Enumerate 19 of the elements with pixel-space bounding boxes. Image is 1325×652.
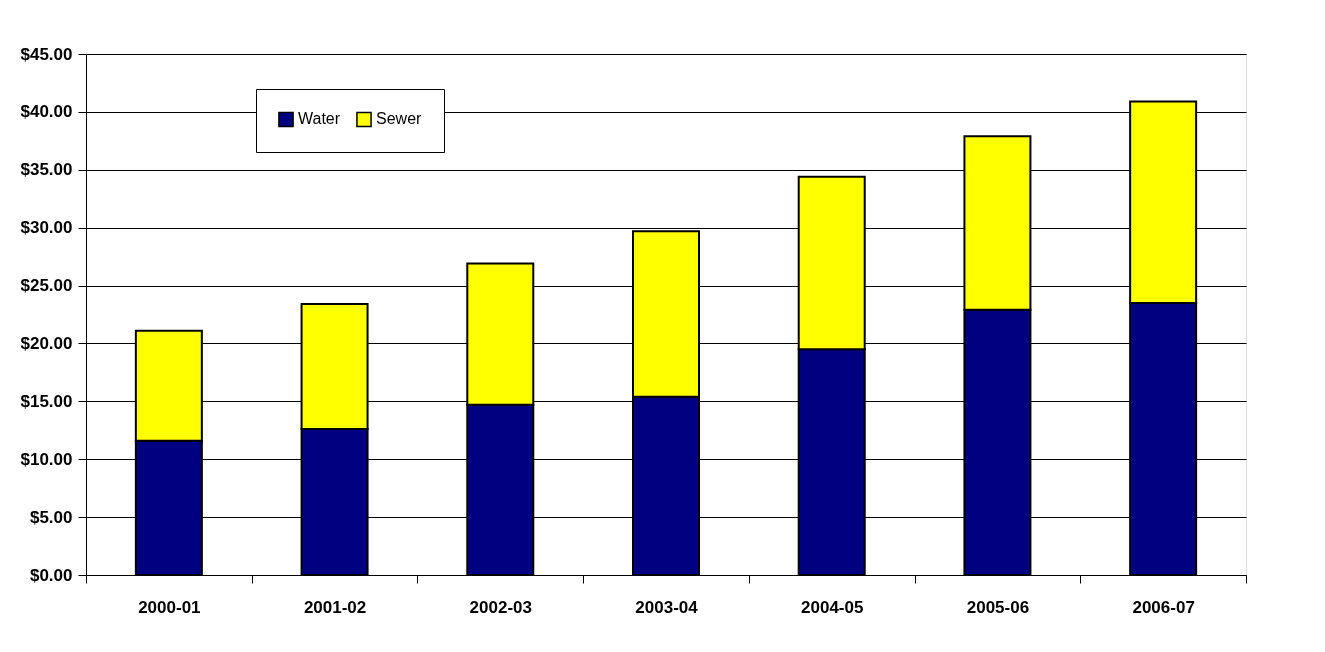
y-tick-label: $5.00	[29, 507, 73, 527]
y-tick-label: $20.00	[20, 333, 73, 353]
x-tick-label: 2005-06	[966, 597, 1030, 617]
x-tick-label: 2002-03	[469, 597, 532, 617]
y-tick-label: $10.00	[20, 449, 73, 469]
y-tick-label: $25.00	[20, 276, 73, 296]
legend-label: Sewer	[376, 110, 423, 128]
x-tick-label: 2006-07	[1132, 597, 1195, 617]
y-tick-label: $35.00	[20, 160, 73, 180]
y-tick-label: $45.00	[20, 44, 73, 64]
y-tick-label: $15.00	[20, 391, 73, 411]
x-tick-label: 2001-02	[303, 597, 367, 617]
y-tick-label: $30.00	[20, 218, 73, 238]
y-tick-label: $0.00	[29, 565, 73, 585]
legend-label: Water	[298, 110, 341, 128]
x-tick-label: 2000-01	[138, 597, 201, 617]
y-tick-label: $40.00	[20, 102, 73, 122]
x-tick-label: 2003-04	[635, 597, 699, 617]
x-tick-label: 2004-05	[801, 597, 864, 617]
